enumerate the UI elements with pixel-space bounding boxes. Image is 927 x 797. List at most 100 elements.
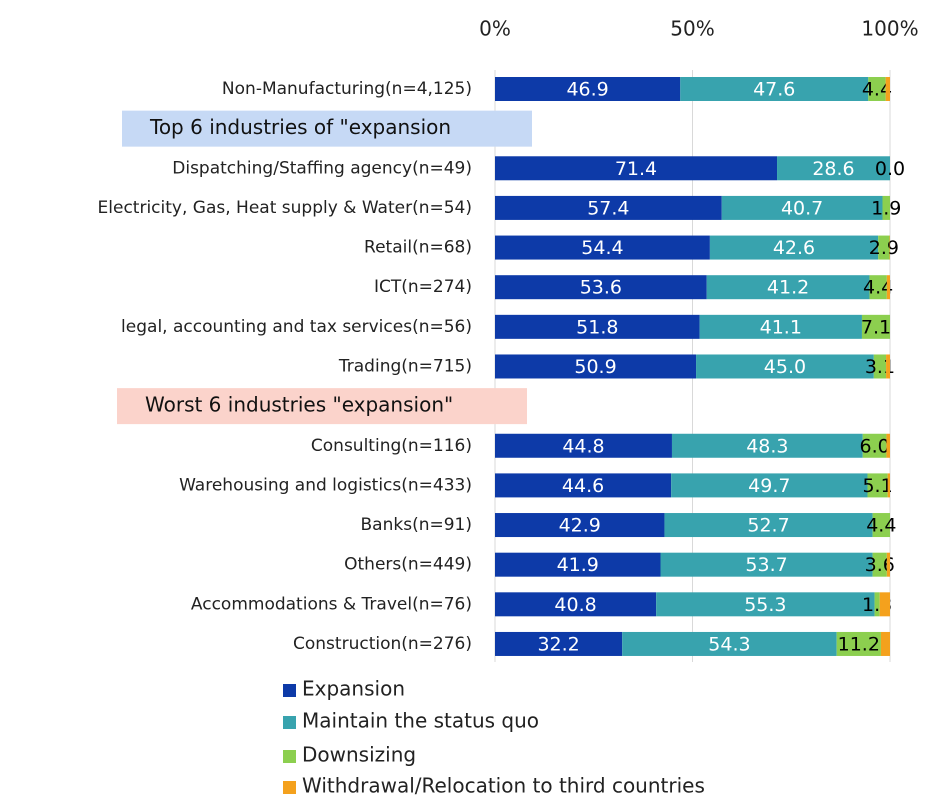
data-label: 0.0 <box>875 158 905 180</box>
bar-segment <box>671 433 863 458</box>
bar-segment <box>495 354 697 379</box>
data-label: 42.6 <box>773 237 815 259</box>
data-label: 3.1 <box>865 356 895 378</box>
data-label: 7.1 <box>861 316 891 338</box>
category-label: Retail(n=68) <box>364 238 472 258</box>
legend-swatch <box>283 684 296 697</box>
data-label: 44.8 <box>562 435 604 457</box>
data-label: 57.4 <box>587 197 629 219</box>
category-label: ICT(n=274) <box>374 277 472 297</box>
bar-segment <box>878 235 890 260</box>
bar-segment <box>862 433 887 458</box>
category-label: Accommodations & Travel(n=76) <box>191 594 472 614</box>
category-label: Dispatching/Staffing agency(n=49) <box>172 158 472 178</box>
data-label: 4.4 <box>866 515 896 537</box>
data-label: 54.3 <box>708 633 750 655</box>
data-label: 53.7 <box>745 554 787 576</box>
bar-segment <box>885 77 890 101</box>
bar-segment <box>622 631 837 656</box>
bar-segment <box>709 235 879 260</box>
legend-swatch <box>283 716 296 729</box>
data-label: 2.9 <box>869 237 899 259</box>
category-label: Warehousing and logistics(n=433) <box>179 475 472 495</box>
data-label: 4.4 <box>862 79 892 101</box>
data-label: 6.0 <box>859 435 889 457</box>
bar-segment <box>872 513 890 538</box>
section-header: Worst 6 industries "expansion" <box>145 393 453 417</box>
legend-label: Expansion <box>302 677 405 701</box>
data-label: 41.1 <box>760 316 802 338</box>
category-label: Construction(n=276) <box>293 634 472 654</box>
legend-swatch <box>283 750 296 763</box>
bar-segment <box>882 195 890 220</box>
bar-segment <box>495 552 661 577</box>
data-label: 4.4 <box>863 277 893 299</box>
bar-segment <box>879 592 890 617</box>
bar-segment <box>706 275 870 300</box>
x-tick-label: 100% <box>861 17 918 41</box>
category-label: Electricity, Gas, Heat supply & Water(n=… <box>98 198 472 218</box>
bar-segment <box>699 314 862 339</box>
data-label: 5.1 <box>862 475 892 497</box>
bar-segment <box>671 473 868 498</box>
bar-segment <box>680 77 869 101</box>
legend-swatch <box>283 781 296 794</box>
bar-segment <box>886 552 890 577</box>
category-label: Trading(n=715) <box>338 356 472 376</box>
data-label: 47.6 <box>753 79 795 101</box>
data-label: 41.2 <box>767 277 809 299</box>
data-label: 40.8 <box>554 594 596 616</box>
bar-segment <box>495 77 681 101</box>
bar-segment <box>495 592 657 617</box>
data-label: 54.4 <box>581 237 623 259</box>
x-tick-label: 0% <box>479 17 511 41</box>
data-label: 49.7 <box>748 475 790 497</box>
legend-label: Downsizing <box>302 743 416 767</box>
data-label: 32.2 <box>537 633 579 655</box>
bar-segment <box>664 513 873 538</box>
category-label: Consulting(n=116) <box>311 436 472 456</box>
data-label: 42.9 <box>559 515 601 537</box>
legend-label: Withdrawal/Relocation to third countries <box>302 774 705 797</box>
bar-segment <box>656 592 875 617</box>
data-label: 71.4 <box>615 158 657 180</box>
data-label: 50.9 <box>574 356 616 378</box>
category-label: Others(n=449) <box>344 555 472 575</box>
bar-segment <box>886 354 890 379</box>
bar-segment <box>495 314 700 339</box>
bar-segment <box>777 156 890 181</box>
bar-segment <box>880 631 890 656</box>
bar-segment <box>495 631 623 656</box>
bar-segment <box>887 473 890 498</box>
data-label: 1.9 <box>871 197 901 219</box>
bar-segment <box>873 354 887 379</box>
data-label: 40.7 <box>781 197 823 219</box>
bar-segment <box>874 592 880 617</box>
bar-segment <box>886 433 890 458</box>
bar-segment <box>495 513 665 538</box>
data-label: 53.6 <box>580 277 622 299</box>
category-label: Banks(n=91) <box>361 515 472 535</box>
bar-segment <box>495 156 778 181</box>
section-header-box <box>117 388 527 425</box>
data-label: 44.6 <box>562 475 604 497</box>
bar-segment <box>869 275 887 300</box>
bar-segment <box>495 235 710 260</box>
data-label: 41.9 <box>557 554 599 576</box>
bar-segment <box>861 314 890 339</box>
bar-segment <box>495 433 672 458</box>
bar-segment <box>872 552 887 577</box>
bar-segment <box>868 77 886 101</box>
data-label: 11.2 <box>838 633 880 655</box>
data-label: 48.3 <box>746 435 788 457</box>
data-label: 28.6 <box>812 158 854 180</box>
bar-segment <box>886 275 890 300</box>
data-label: 46.9 <box>566 79 608 101</box>
legend-label: Maintain the status quo <box>302 709 539 733</box>
bar-segment <box>721 195 883 220</box>
bar-segment <box>836 631 881 656</box>
data-label: 3.6 <box>865 554 895 576</box>
section-header: Top 6 industries of "expansion <box>149 115 451 139</box>
section-header-box <box>122 110 532 147</box>
